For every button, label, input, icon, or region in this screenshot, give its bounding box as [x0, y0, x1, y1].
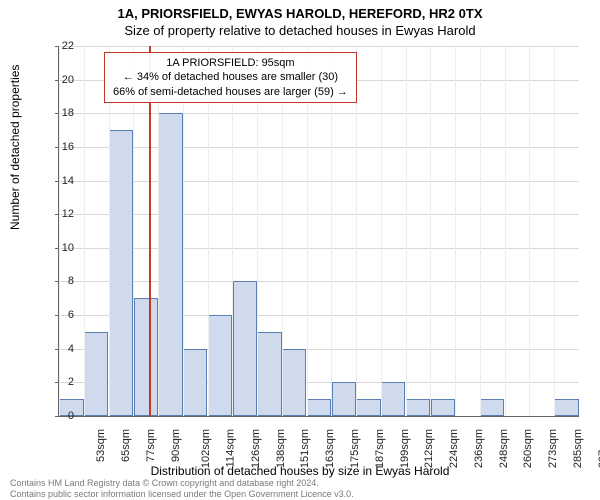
gridline-vertical — [529, 46, 530, 416]
gridline-vertical — [554, 46, 555, 416]
plot-area: 1A PRIORSFIELD: 95sqm ← 34% of detached … — [58, 46, 579, 417]
y-axis-label: Number of detached properties — [8, 65, 22, 230]
callout-box: 1A PRIORSFIELD: 95sqm ← 34% of detached … — [104, 52, 357, 103]
y-tick-label: 18 — [46, 107, 74, 119]
x-tick-label: 102sqm — [201, 429, 213, 468]
footer-attribution: Contains HM Land Registry data © Crown c… — [10, 478, 354, 499]
x-tick-label: 187sqm — [374, 429, 386, 468]
x-tick-label: 126sqm — [250, 429, 262, 468]
x-tick-label: 90sqm — [170, 429, 182, 462]
gridline-vertical — [455, 46, 456, 416]
x-tick-label: 248sqm — [498, 429, 510, 468]
histogram-bar — [109, 130, 133, 416]
histogram-bar — [406, 399, 430, 416]
x-tick-label: 175sqm — [349, 429, 361, 468]
histogram-bar — [307, 399, 331, 416]
gridline-vertical — [84, 46, 85, 416]
footer-line2: Contains public sector information licen… — [10, 489, 354, 499]
y-tick-label: 22 — [46, 40, 74, 52]
y-tick-label: 10 — [46, 242, 74, 254]
histogram-bar — [356, 399, 380, 416]
histogram-bar — [480, 399, 504, 416]
y-tick-label: 2 — [46, 376, 74, 388]
histogram-bar — [332, 382, 356, 416]
x-tick-label: 151sqm — [300, 429, 312, 468]
y-tick-label: 16 — [46, 141, 74, 153]
x-tick-label: 260sqm — [522, 429, 534, 468]
callout-line3: 66% of semi-detached houses are larger (… — [113, 85, 348, 99]
gridline — [59, 181, 579, 182]
gridline — [59, 214, 579, 215]
gridline — [59, 248, 579, 249]
x-tick-label: 163sqm — [324, 429, 336, 468]
x-tick-label: 53sqm — [95, 429, 107, 462]
callout-line2: ← 34% of detached houses are smaller (30… — [113, 70, 348, 84]
gridline-vertical — [480, 46, 481, 416]
chart-sub-title: Size of property relative to detached ho… — [0, 21, 600, 38]
y-tick-label: 12 — [46, 208, 74, 220]
x-tick-label: 236sqm — [473, 429, 485, 468]
gridline — [59, 113, 579, 114]
x-tick-label: 224sqm — [448, 429, 460, 468]
histogram-bar — [554, 399, 578, 416]
x-tick-label: 212sqm — [423, 429, 435, 468]
y-tick-label: 0 — [46, 410, 74, 422]
gridline — [59, 46, 579, 47]
x-tick-label: 114sqm — [225, 429, 237, 467]
gridline-vertical — [430, 46, 431, 416]
histogram-bar — [381, 382, 405, 416]
x-tick-label: 285sqm — [572, 429, 584, 468]
histogram-bar — [233, 281, 257, 416]
x-tick-label: 199sqm — [399, 429, 411, 468]
gridline — [59, 147, 579, 148]
chart-main-title: 1A, PRIORSFIELD, EWYAS HAROLD, HEREFORD,… — [0, 0, 600, 21]
gridline — [59, 281, 579, 282]
footer-line1: Contains HM Land Registry data © Crown c… — [10, 478, 354, 488]
histogram-bar — [84, 332, 108, 416]
callout-line1: 1A PRIORSFIELD: 95sqm — [113, 56, 348, 70]
y-tick-label: 14 — [46, 175, 74, 187]
x-tick-label: 77sqm — [145, 429, 157, 462]
gridline-vertical — [381, 46, 382, 416]
histogram-bar — [257, 332, 281, 416]
gridline-vertical — [406, 46, 407, 416]
x-tick-label: 138sqm — [275, 429, 287, 468]
histogram-bar — [208, 315, 232, 416]
x-tick-label: 273sqm — [547, 429, 559, 468]
histogram-bar — [282, 349, 306, 416]
histogram-bar — [183, 349, 207, 416]
y-tick-label: 4 — [46, 343, 74, 355]
gridline-vertical — [59, 46, 60, 416]
histogram-bar — [431, 399, 455, 416]
x-tick-label: 65sqm — [120, 429, 132, 462]
histogram-bar — [158, 113, 182, 416]
y-tick-label: 6 — [46, 309, 74, 321]
property-size-histogram: 1A, PRIORSFIELD, EWYAS HAROLD, HEREFORD,… — [0, 0, 600, 500]
histogram-bar — [134, 298, 158, 416]
y-tick-label: 20 — [46, 74, 74, 86]
gridline-vertical — [505, 46, 506, 416]
y-tick-label: 8 — [46, 275, 74, 287]
